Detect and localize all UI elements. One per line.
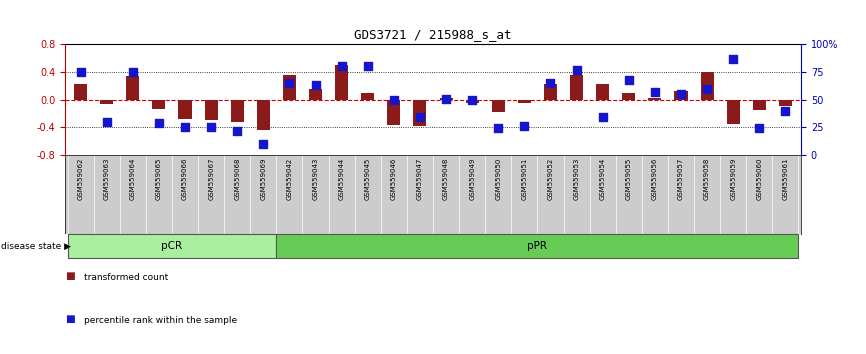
Bar bbox=[413, 99, 426, 126]
Text: GSM559042: GSM559042 bbox=[287, 158, 293, 200]
Text: GSM559047: GSM559047 bbox=[417, 158, 423, 200]
Bar bbox=[152, 99, 165, 109]
Text: disease state ▶: disease state ▶ bbox=[1, 242, 71, 251]
Text: GSM559065: GSM559065 bbox=[156, 158, 162, 200]
Bar bbox=[440, 98, 453, 99]
Point bbox=[335, 64, 349, 69]
Point bbox=[596, 115, 610, 120]
Bar bbox=[518, 99, 531, 103]
Point bbox=[230, 128, 244, 133]
Text: GSM559058: GSM559058 bbox=[704, 158, 710, 200]
Text: GSM559055: GSM559055 bbox=[626, 158, 632, 200]
Text: GSM559056: GSM559056 bbox=[652, 158, 658, 200]
Text: GSM559043: GSM559043 bbox=[313, 158, 319, 200]
Bar bbox=[466, 99, 479, 103]
Point bbox=[570, 67, 584, 73]
Point bbox=[517, 124, 531, 129]
Text: GSM559053: GSM559053 bbox=[573, 158, 579, 200]
Text: GSM559044: GSM559044 bbox=[339, 158, 345, 200]
Bar bbox=[675, 91, 688, 99]
Text: GSM559046: GSM559046 bbox=[391, 158, 397, 200]
Bar bbox=[596, 84, 609, 99]
Text: GSM559060: GSM559060 bbox=[756, 158, 762, 200]
Point bbox=[491, 126, 505, 131]
Text: GSM559054: GSM559054 bbox=[599, 158, 605, 200]
Text: GSM559052: GSM559052 bbox=[547, 158, 553, 200]
Bar bbox=[68, 234, 276, 258]
Text: GSM559057: GSM559057 bbox=[678, 158, 684, 200]
Point bbox=[622, 77, 636, 82]
Text: GDS3721 / 215988_s_at: GDS3721 / 215988_s_at bbox=[354, 28, 512, 41]
Text: GSM559048: GSM559048 bbox=[443, 158, 449, 200]
Point bbox=[178, 125, 192, 130]
Text: GSM559068: GSM559068 bbox=[234, 158, 240, 200]
Point bbox=[779, 108, 792, 114]
Bar bbox=[283, 75, 296, 99]
Bar bbox=[387, 99, 400, 125]
Point bbox=[256, 141, 270, 147]
Point bbox=[74, 69, 87, 75]
Bar bbox=[492, 99, 505, 112]
Point bbox=[439, 96, 453, 101]
Text: transformed count: transformed count bbox=[84, 273, 168, 282]
Text: GSM559069: GSM559069 bbox=[261, 158, 267, 200]
Text: GSM559059: GSM559059 bbox=[730, 158, 736, 200]
Point bbox=[465, 97, 479, 102]
Text: GSM559051: GSM559051 bbox=[521, 158, 527, 200]
Text: ■: ■ bbox=[65, 314, 74, 324]
Bar bbox=[126, 76, 139, 99]
Point bbox=[204, 125, 218, 130]
Point bbox=[674, 91, 688, 97]
Bar bbox=[779, 99, 792, 106]
Bar bbox=[309, 89, 322, 99]
Point bbox=[648, 89, 662, 95]
Bar bbox=[230, 99, 243, 122]
Point bbox=[308, 82, 322, 88]
Point bbox=[152, 120, 166, 126]
Bar bbox=[276, 234, 798, 258]
Bar bbox=[570, 75, 583, 99]
Text: GSM559045: GSM559045 bbox=[365, 158, 371, 200]
Point bbox=[413, 115, 427, 120]
Text: GSM559066: GSM559066 bbox=[182, 158, 188, 200]
Bar bbox=[753, 99, 766, 110]
Point bbox=[282, 80, 296, 86]
Point bbox=[126, 69, 139, 75]
Bar bbox=[204, 99, 217, 120]
Text: GSM559063: GSM559063 bbox=[104, 158, 110, 200]
Text: percentile rank within the sample: percentile rank within the sample bbox=[84, 316, 237, 325]
Bar bbox=[623, 93, 636, 99]
Text: GSM559067: GSM559067 bbox=[208, 158, 214, 200]
Text: pPR: pPR bbox=[527, 241, 547, 251]
Text: pCR: pCR bbox=[161, 241, 183, 251]
Text: ■: ■ bbox=[65, 271, 74, 281]
Text: GSM559049: GSM559049 bbox=[469, 158, 475, 200]
Bar bbox=[178, 99, 191, 119]
Text: GSM559050: GSM559050 bbox=[495, 158, 501, 200]
Point bbox=[753, 126, 766, 131]
Bar bbox=[74, 84, 87, 99]
Bar bbox=[100, 99, 113, 104]
Point bbox=[387, 97, 401, 102]
Text: GSM559064: GSM559064 bbox=[130, 158, 136, 200]
Point bbox=[544, 80, 558, 86]
Text: GSM559062: GSM559062 bbox=[78, 158, 84, 200]
Point bbox=[700, 86, 714, 91]
Bar bbox=[361, 93, 374, 99]
Bar bbox=[257, 99, 270, 130]
Text: GSM559061: GSM559061 bbox=[782, 158, 788, 200]
Point bbox=[361, 64, 375, 69]
Point bbox=[727, 56, 740, 62]
Bar bbox=[649, 98, 662, 99]
Bar bbox=[701, 72, 714, 99]
Bar bbox=[727, 99, 740, 124]
Bar bbox=[335, 65, 348, 99]
Bar bbox=[544, 84, 557, 99]
Point bbox=[100, 119, 113, 125]
